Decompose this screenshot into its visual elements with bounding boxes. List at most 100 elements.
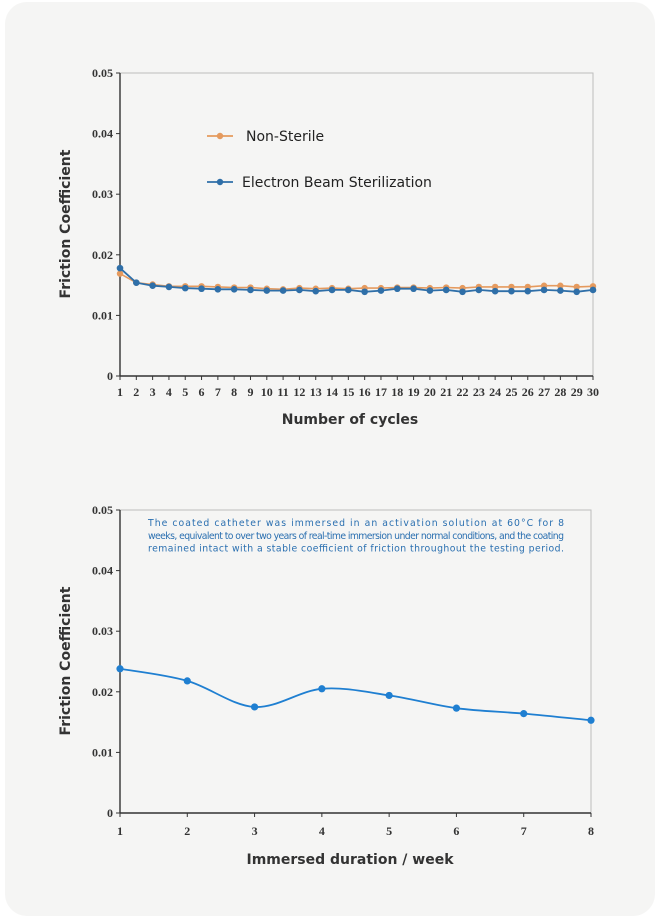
x-tick-label: 28 bbox=[554, 385, 566, 399]
x-tick-label: 25 bbox=[505, 385, 517, 399]
y-tick-label: 0.04 bbox=[92, 564, 113, 578]
x-tick-label: 29 bbox=[571, 385, 583, 399]
x-tick-label: 27 bbox=[538, 385, 550, 399]
chart-cycles: 0 0.01 0.02 0.03 0.04 0.05 1 2 3 4 5 6 7 8 9 10 11 12 13 14… bbox=[58, 66, 599, 428]
data-point bbox=[442, 286, 450, 294]
y-axis-title: Friction Coefficient bbox=[58, 586, 74, 735]
x-tick-label: 10 bbox=[261, 385, 273, 399]
y-tick-label: 0.01 bbox=[92, 745, 113, 759]
y-tick-label: 0.02 bbox=[92, 248, 113, 262]
data-point bbox=[116, 264, 124, 272]
data-point bbox=[116, 270, 124, 277]
data-point bbox=[263, 287, 271, 294]
x-tick-label: 1 bbox=[117, 824, 123, 838]
data-point bbox=[296, 286, 303, 294]
x-tick-label: 5 bbox=[182, 385, 188, 399]
x-tick-label: 12 bbox=[293, 385, 305, 399]
x-tick-label: 13 bbox=[310, 385, 322, 399]
x-tick-label: 14 bbox=[326, 385, 338, 399]
x-tick-label: 6 bbox=[453, 824, 459, 838]
data-point bbox=[183, 677, 191, 685]
legend-label: Electron Beam Sterilization bbox=[242, 175, 432, 191]
y-tick-label: 0.02 bbox=[92, 685, 113, 699]
x-tick-label: 6 bbox=[199, 385, 205, 399]
x-tick-label: 4 bbox=[166, 385, 172, 399]
y-tick-label: 0.04 bbox=[92, 127, 113, 141]
x-tick-label: 16 bbox=[359, 385, 371, 399]
x-tick-label: 8 bbox=[231, 385, 237, 399]
data-point bbox=[524, 287, 532, 295]
data-point bbox=[410, 285, 417, 293]
x-axis-title: Immersed duration / week bbox=[246, 852, 454, 868]
x-tick-label: 8 bbox=[588, 824, 594, 838]
legend-swatch-marker bbox=[216, 178, 224, 186]
y-tick-label: 0.03 bbox=[92, 187, 113, 201]
data-point bbox=[393, 285, 401, 293]
x-tick-label: 19 bbox=[408, 385, 420, 399]
x-tick-label: 7 bbox=[521, 824, 527, 838]
annotation-text: The coated catheter was immersed in an a… bbox=[147, 518, 564, 555]
x-tick-label: 21 bbox=[440, 385, 452, 399]
data-point bbox=[214, 286, 222, 293]
legend-swatch-marker bbox=[216, 132, 224, 140]
x-tick-label: 20 bbox=[424, 385, 436, 399]
data-point bbox=[116, 665, 124, 673]
data-point bbox=[385, 691, 393, 700]
data-point bbox=[475, 286, 483, 294]
legend-label: Non-Sterile bbox=[246, 129, 324, 145]
data-point bbox=[312, 287, 320, 295]
data-point bbox=[459, 288, 466, 296]
data-point bbox=[520, 710, 528, 718]
y-tick-label: 0.01 bbox=[92, 308, 113, 322]
y-tick-label: 0 bbox=[107, 806, 113, 820]
x-tick-label: 2 bbox=[133, 385, 139, 399]
y-axis-title: Friction Coefficient bbox=[58, 149, 74, 298]
data-point bbox=[318, 685, 326, 693]
x-tick-label: 11 bbox=[277, 385, 288, 399]
data-point bbox=[491, 287, 499, 295]
y-tick-label: 0 bbox=[107, 369, 113, 383]
x-tick-label: 9 bbox=[247, 385, 253, 399]
x-axis-title: Number of cycles bbox=[282, 412, 419, 428]
x-tick-label: 30 bbox=[587, 385, 599, 399]
data-point bbox=[361, 288, 368, 296]
data-point bbox=[328, 286, 336, 294]
series-line-immersion bbox=[119, 667, 592, 722]
data-point bbox=[377, 287, 385, 294]
x-tick-label: 24 bbox=[489, 385, 501, 399]
data-point bbox=[198, 285, 205, 293]
x-tick-label: 17 bbox=[375, 385, 387, 399]
data-point bbox=[573, 283, 580, 291]
data-point bbox=[557, 282, 564, 289]
data-point bbox=[452, 704, 461, 712]
data-point bbox=[587, 716, 595, 724]
data-point bbox=[426, 287, 434, 294]
x-tick-label: 23 bbox=[473, 385, 485, 399]
chart-card bbox=[5, 2, 655, 916]
x-tick-label: 15 bbox=[342, 385, 354, 399]
x-tick-label: 4 bbox=[319, 824, 325, 838]
x-tick-label: 3 bbox=[252, 824, 258, 838]
data-point bbox=[133, 279, 140, 286]
x-tick-label: 18 bbox=[391, 385, 403, 399]
x-tick-label: 22 bbox=[457, 385, 469, 399]
x-tick-label: 5 bbox=[386, 824, 392, 838]
data-point bbox=[508, 287, 515, 295]
data-point bbox=[540, 286, 548, 294]
plot-frame bbox=[119, 509, 592, 814]
data-point bbox=[230, 286, 238, 293]
x-tick-label: 7 bbox=[215, 385, 221, 399]
x-tick-label: 26 bbox=[522, 385, 534, 399]
data-point bbox=[589, 286, 597, 294]
data-point bbox=[279, 287, 287, 294]
data-point bbox=[345, 286, 352, 294]
data-point bbox=[250, 703, 259, 711]
y-tick-label: 0.05 bbox=[92, 66, 113, 80]
data-point bbox=[165, 283, 173, 291]
data-point bbox=[149, 282, 156, 290]
data-point bbox=[181, 284, 189, 292]
data-point bbox=[573, 288, 580, 296]
x-tick-label: 1 bbox=[117, 385, 123, 399]
y-tick-label: 0.03 bbox=[92, 624, 113, 638]
